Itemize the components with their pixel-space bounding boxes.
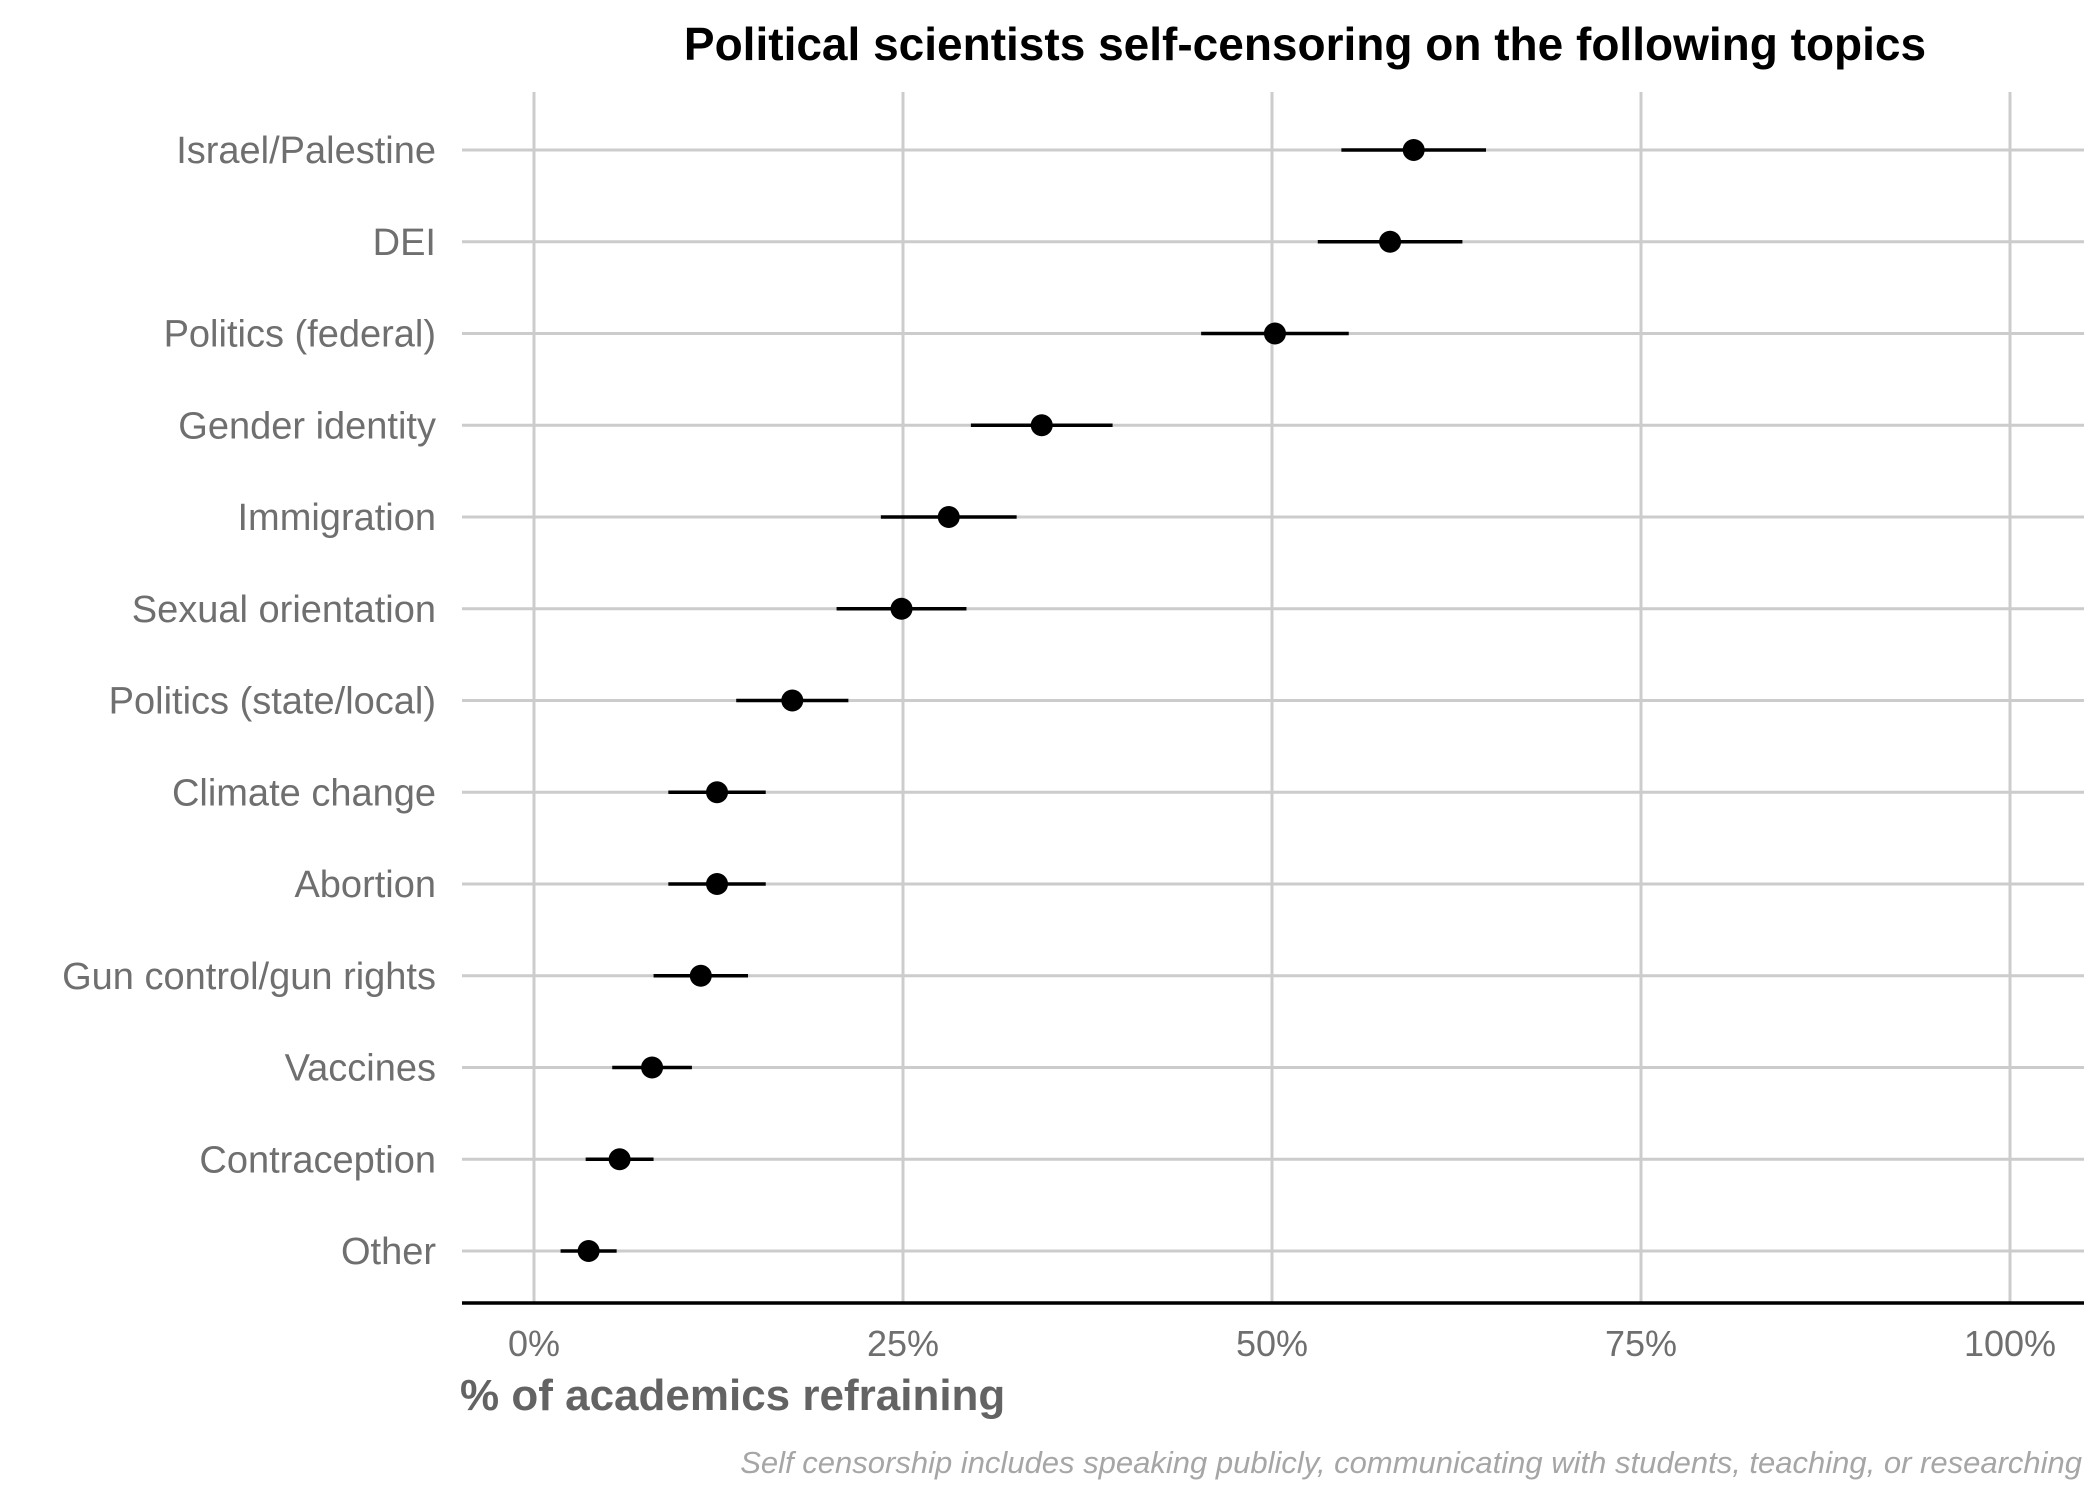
y-axis-tick-labels: Israel/Palestine DEI Politics (federal) Gen… xyxy=(62,130,436,1273)
x-tick-label: 25% xyxy=(867,1323,939,1364)
data-point xyxy=(1402,139,1425,161)
y-tick-label: Vaccines xyxy=(285,1048,436,1090)
data-point xyxy=(577,1240,600,1262)
data-point xyxy=(689,964,712,987)
y-tick-label: Other xyxy=(341,1231,436,1273)
data-point xyxy=(608,1148,631,1171)
data-point xyxy=(1263,322,1286,345)
data-point xyxy=(937,506,960,528)
x-tick-label: 100% xyxy=(1964,1323,2056,1364)
chart-caption: Self censorship includes speaking public… xyxy=(740,1445,2082,1480)
y-tick-label: Climate change xyxy=(172,772,436,814)
data-point xyxy=(1379,230,1402,253)
y-tick-label: Contraception xyxy=(199,1139,436,1181)
y-tick-label: Politics (state/local) xyxy=(109,681,436,723)
y-tick-label: Immigration xyxy=(238,497,437,539)
x-tick-label: 50% xyxy=(1236,1323,1308,1364)
y-tick-label: Gun control/gun rights xyxy=(62,956,436,998)
x-tick-label: 75% xyxy=(1605,1323,1677,1364)
data-point xyxy=(890,597,913,620)
data-points xyxy=(577,139,1425,1262)
x-axis-label: % of academics refraining xyxy=(460,1371,1005,1420)
y-tick-label: DEI xyxy=(373,222,436,264)
data-point xyxy=(706,781,729,804)
data-point xyxy=(706,873,729,895)
y-tick-label: Israel/Palestine xyxy=(176,130,436,172)
data-point xyxy=(781,689,804,712)
data-point xyxy=(1030,414,1053,437)
y-tick-label: Abortion xyxy=(294,864,436,906)
y-tick-label: Politics (federal) xyxy=(164,314,436,356)
data-point xyxy=(641,1056,664,1079)
x-tick-label: 0% xyxy=(508,1323,560,1364)
x-axis-tick-labels: 0% 25% 50% 75% 100% xyxy=(508,1323,2056,1364)
grid-lines xyxy=(462,92,2084,1303)
y-tick-label: Gender identity xyxy=(178,405,436,447)
y-tick-label: Sexual orientation xyxy=(132,589,436,631)
chart-title: Political scientists self-censoring on t… xyxy=(684,18,1926,70)
